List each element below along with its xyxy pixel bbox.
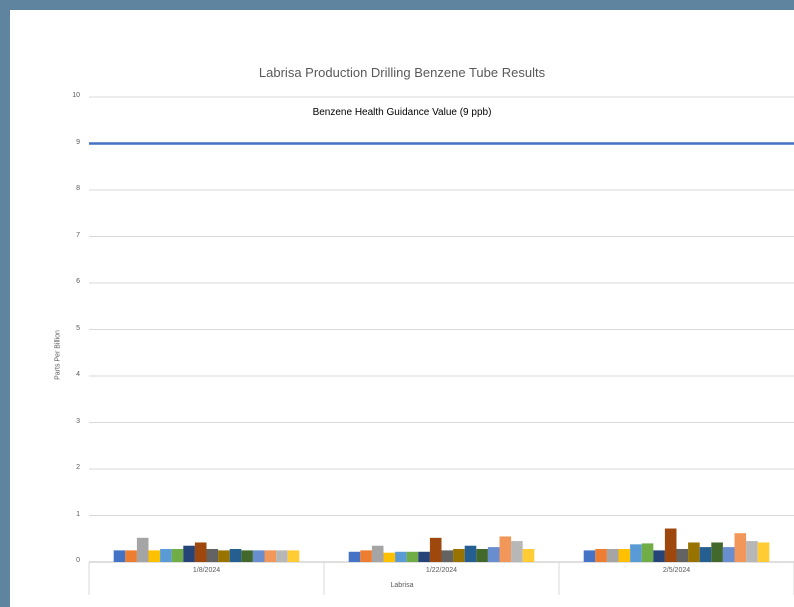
bar (148, 550, 161, 562)
bar (711, 542, 723, 562)
bar (241, 550, 253, 562)
bar (206, 548, 219, 562)
bar (499, 536, 512, 562)
bar (522, 548, 535, 562)
bar (418, 551, 430, 562)
x-tick-label: 2/5/2024 (662, 567, 691, 574)
bar (183, 545, 195, 562)
bar (136, 537, 149, 562)
bar (125, 550, 137, 562)
bar (641, 543, 654, 562)
bar (383, 552, 396, 562)
bar (676, 548, 689, 562)
bar (453, 548, 465, 562)
bar (348, 551, 361, 562)
y-tick-label: 10 (72, 92, 80, 99)
bar (757, 542, 770, 562)
bar (511, 541, 523, 562)
reference-line-label: Benzene Health Guidance Value (9 ppb) (312, 107, 492, 118)
bar (476, 548, 488, 562)
bar (722, 547, 735, 562)
bar (441, 550, 454, 562)
bar (395, 551, 407, 562)
bar (699, 547, 712, 562)
bar (606, 548, 619, 562)
y-tick-label: 0 (76, 557, 80, 564)
bar (264, 550, 277, 562)
bar (160, 548, 172, 562)
bar (746, 541, 758, 562)
bar (287, 550, 300, 562)
y-tick-label: 8 (76, 185, 80, 192)
y-tick-label: 6 (76, 278, 80, 285)
bar (734, 533, 747, 562)
bar (487, 547, 500, 562)
y-tick-label: 9 (76, 138, 80, 146)
x-group-label: Labrisa (390, 582, 414, 589)
bar (688, 542, 700, 562)
x-tick-label: 1/22/2024 (425, 567, 458, 574)
bar (630, 544, 642, 562)
bar (371, 545, 384, 562)
y-tick-label: 7 (76, 231, 80, 239)
bar (229, 548, 242, 562)
bar (595, 548, 607, 562)
bar (276, 550, 288, 562)
bar (171, 548, 184, 562)
bar (653, 550, 665, 562)
bar (113, 550, 126, 562)
bar (218, 550, 230, 562)
y-tick-label: 3 (76, 417, 80, 425)
chart-area: Labrisa Production Drilling Benzene Tube… (10, 10, 794, 607)
bar (252, 550, 265, 562)
y-tick-label: 2 (76, 464, 80, 471)
chart-plot (88, 96, 794, 595)
bar (194, 542, 207, 562)
bar (618, 548, 631, 562)
chart-title: Labrisa Production Drilling Benzene Tube… (258, 65, 546, 80)
bar (464, 545, 477, 562)
bar (429, 537, 442, 562)
bar (583, 550, 596, 562)
y-tick-label: 4 (76, 371, 80, 378)
bar (664, 528, 677, 562)
bar (360, 550, 372, 562)
x-tick-label: 1/8/2024 (192, 567, 221, 574)
y-tick-label: 1 (76, 510, 80, 518)
y-tick-label: 5 (76, 324, 80, 332)
bar (406, 551, 419, 562)
